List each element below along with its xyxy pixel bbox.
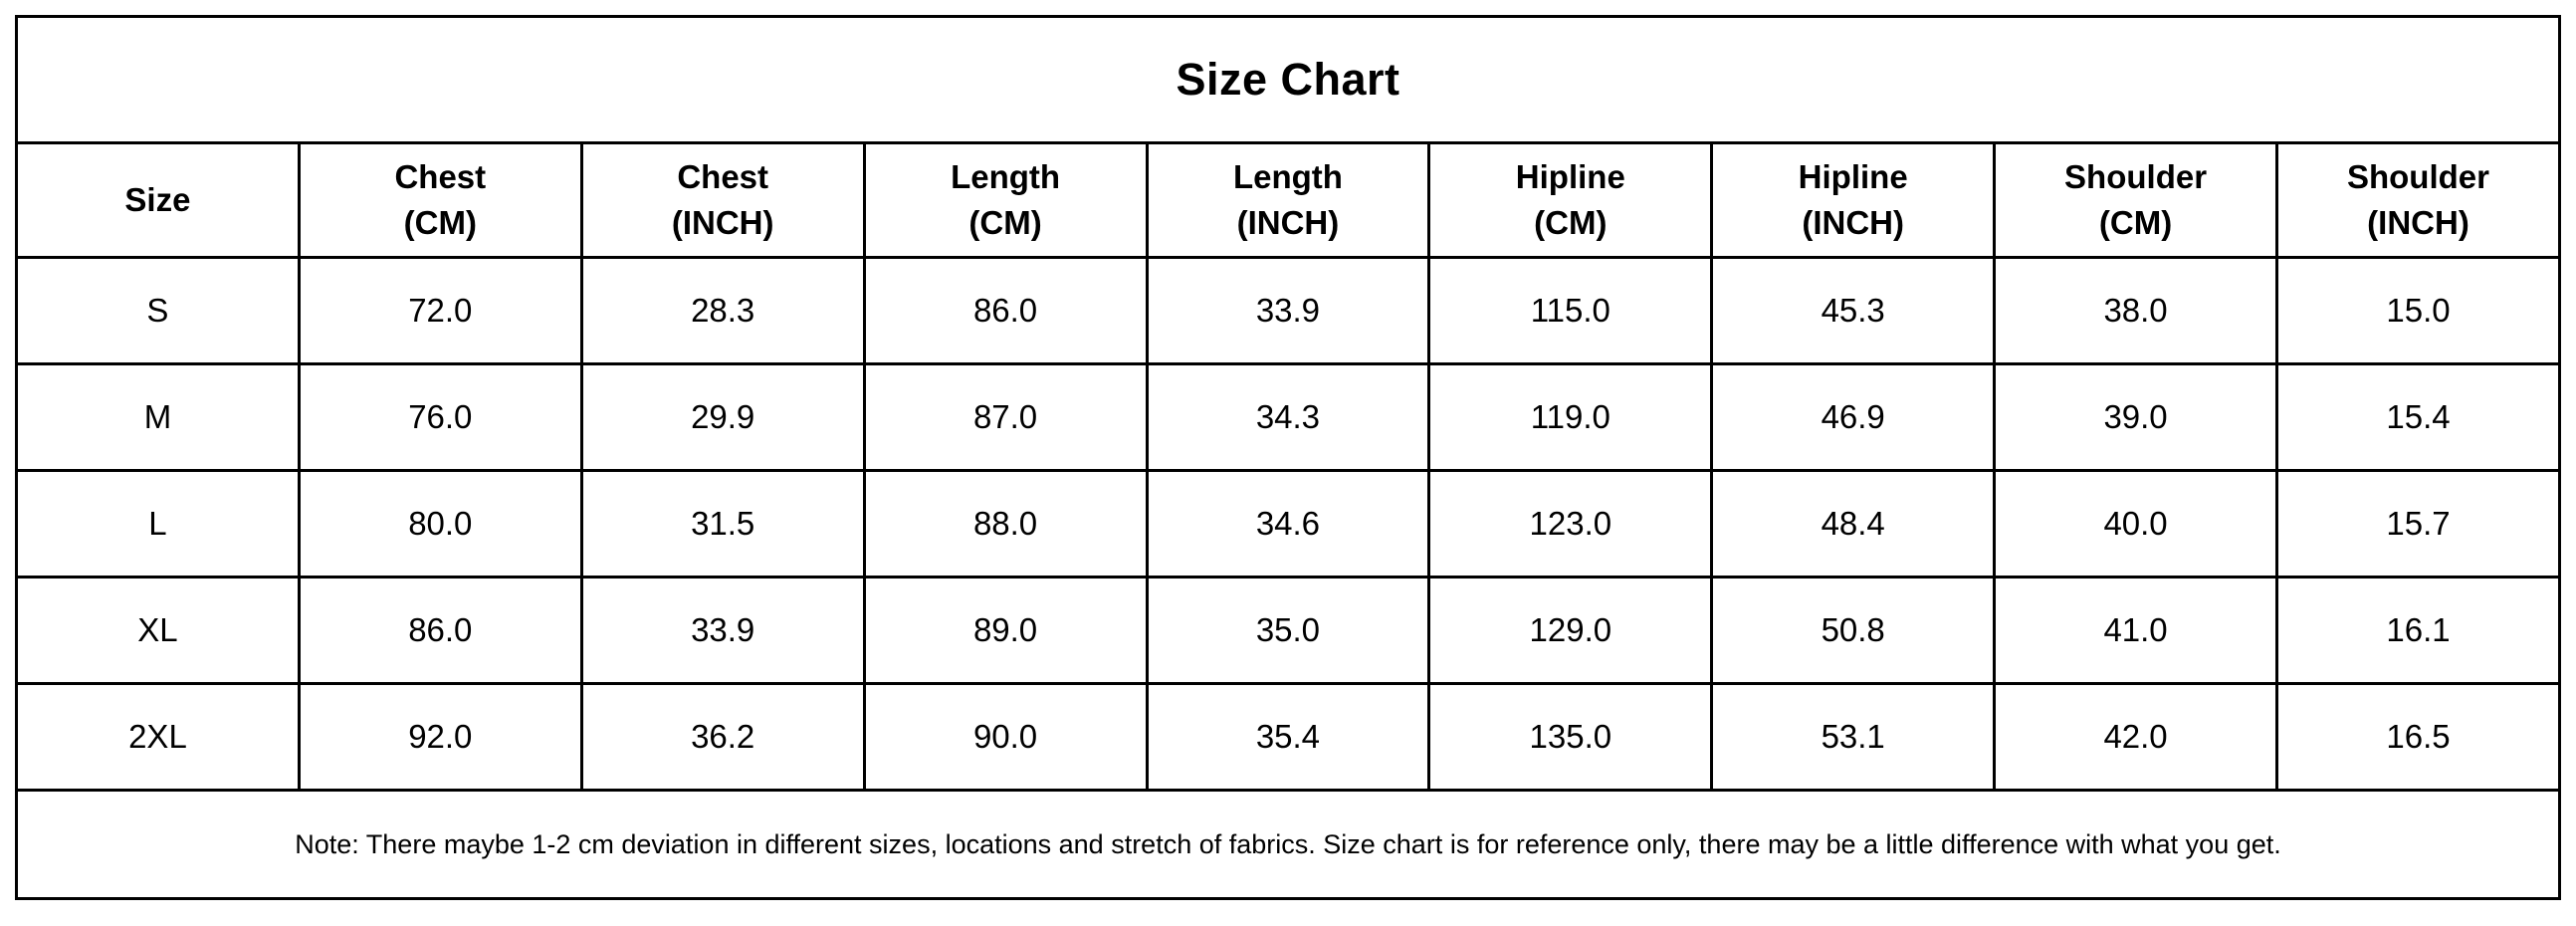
measurement-cell: 119.0 <box>1427 362 1714 472</box>
size-label: S <box>15 256 301 365</box>
column-header-length-cm: Length (CM) <box>862 141 1149 259</box>
column-header-chest-inch: Chest (INCH) <box>579 141 866 259</box>
column-header-hipline-cm: Hipline (CM) <box>1427 141 1714 259</box>
table-row: 2XL 92.0 36.2 90.0 35.4 135.0 53.1 42.0 16.5 <box>15 682 2561 792</box>
measurement-cell: 89.0 <box>862 576 1149 685</box>
measurement-cell: 53.1 <box>1710 682 1997 792</box>
measurement-cell: 33.9 <box>1145 256 1431 365</box>
measurement-cell: 123.0 <box>1427 469 1714 579</box>
measurement-cell: 50.8 <box>1710 576 1997 685</box>
size-label: XL <box>15 576 301 685</box>
measurement-cell: 35.0 <box>1145 576 1431 685</box>
measurement-cell: 86.0 <box>297 576 583 685</box>
measurement-cell: 15.0 <box>2275 256 2561 365</box>
measurement-cell: 87.0 <box>862 362 1149 472</box>
size-label: M <box>15 362 301 472</box>
measurement-cell: 15.7 <box>2275 469 2561 579</box>
measurement-cell: 15.4 <box>2275 362 2561 472</box>
measurement-cell: 29.9 <box>579 362 866 472</box>
measurement-cell: 135.0 <box>1427 682 1714 792</box>
measurement-cell: 36.2 <box>579 682 866 792</box>
measurement-cell: 90.0 <box>862 682 1149 792</box>
measurement-cell: 39.0 <box>1993 362 2278 472</box>
measurement-cell: 48.4 <box>1710 469 1997 579</box>
column-header-shoulder-cm: Shoulder (CM) <box>1993 141 2278 259</box>
measurement-cell: 42.0 <box>1993 682 2278 792</box>
measurement-cell: 28.3 <box>579 256 866 365</box>
measurement-cell: 80.0 <box>297 469 583 579</box>
measurement-cell: 46.9 <box>1710 362 1997 472</box>
measurement-cell: 16.5 <box>2275 682 2561 792</box>
table-row: M 76.0 29.9 87.0 34.3 119.0 46.9 39.0 15.4 <box>15 362 2561 472</box>
measurement-cell: 34.6 <box>1145 469 1431 579</box>
measurement-cell: 40.0 <box>1993 469 2278 579</box>
measurement-cell: 86.0 <box>862 256 1149 365</box>
size-label: L <box>15 469 301 579</box>
size-label: 2XL <box>15 682 301 792</box>
column-header-length-inch: Length (INCH) <box>1145 141 1431 259</box>
column-header-hipline-inch: Hipline (INCH) <box>1710 141 1997 259</box>
measurement-cell: 92.0 <box>297 682 583 792</box>
measurement-cell: 31.5 <box>579 469 866 579</box>
table-row: XL 86.0 33.9 89.0 35.0 129.0 50.8 41.0 16.1 <box>15 576 2561 685</box>
column-header-size: Size <box>15 141 301 259</box>
page-title: Size Chart <box>15 15 2561 144</box>
table-row: L 80.0 31.5 88.0 34.6 123.0 48.4 40.0 15.7 <box>15 469 2561 579</box>
table-row: S 72.0 28.3 86.0 33.9 115.0 45.3 38.0 15.0 <box>15 256 2561 365</box>
header-row: Size Chest (CM) Chest (INCH) Length (CM)… <box>15 141 2561 259</box>
measurement-cell: 16.1 <box>2275 576 2561 685</box>
note-text: Note: There maybe 1-2 cm deviation in di… <box>15 789 2561 900</box>
measurement-cell: 33.9 <box>579 576 866 685</box>
measurement-cell: 41.0 <box>1993 576 2278 685</box>
measurement-cell: 115.0 <box>1427 256 1714 365</box>
measurement-cell: 34.3 <box>1145 362 1431 472</box>
column-header-chest-cm: Chest (CM) <box>297 141 583 259</box>
measurement-cell: 35.4 <box>1145 682 1431 792</box>
column-header-shoulder-inch: Shoulder (INCH) <box>2275 141 2561 259</box>
measurement-cell: 72.0 <box>297 256 583 365</box>
measurement-cell: 129.0 <box>1427 576 1714 685</box>
size-chart-table: Size Chart Size Chest (CM) Chest (INCH) … <box>15 15 2561 900</box>
measurement-cell: 76.0 <box>297 362 583 472</box>
table-body: S 72.0 28.3 86.0 33.9 115.0 45.3 38.0 15.0 M 76.0 2… <box>15 256 2561 792</box>
note-row: Note: There maybe 1-2 cm deviation in di… <box>15 789 2561 900</box>
title-row: Size Chart <box>15 15 2561 144</box>
measurement-cell: 45.3 <box>1710 256 1997 365</box>
measurement-cell: 38.0 <box>1993 256 2278 365</box>
measurement-cell: 88.0 <box>862 469 1149 579</box>
